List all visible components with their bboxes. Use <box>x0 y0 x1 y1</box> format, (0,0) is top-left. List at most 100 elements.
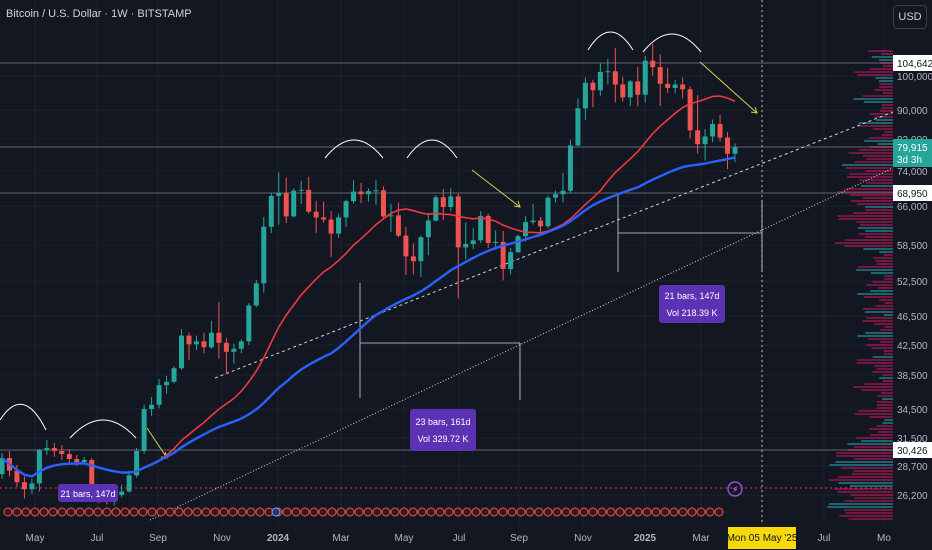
grid-lines <box>0 0 893 525</box>
candle-body <box>268 195 274 227</box>
volume-profile-bar <box>872 281 893 283</box>
volume-profile-bar <box>835 452 893 454</box>
event-marker <box>39 507 49 517</box>
resistance-label-box <box>893 185 932 201</box>
candle-body <box>710 124 716 137</box>
volume-profile-bar <box>853 470 893 472</box>
event-marker <box>696 507 706 517</box>
volume-profile-bar <box>876 119 893 121</box>
measure-box-2 <box>659 285 725 323</box>
volume-profile-bar <box>866 158 893 160</box>
event-marker <box>435 507 445 517</box>
volume-profile-bar <box>882 422 893 424</box>
candle-body <box>36 450 42 484</box>
flash-icon: ⚡ <box>731 485 738 496</box>
event-marker <box>570 507 580 517</box>
volume-profile-bar <box>861 389 893 391</box>
candle-body <box>388 215 394 217</box>
volume-profile-bar <box>860 185 893 187</box>
volume-profile-bar <box>859 179 893 181</box>
event-marker <box>48 507 58 517</box>
y-tick-label: 26,200 <box>897 491 928 502</box>
candle-body <box>74 459 80 462</box>
high-line-label: 104,642 <box>897 59 932 70</box>
candle-body <box>403 235 409 257</box>
volume-profile-bar <box>873 323 893 325</box>
volume-profile-bar <box>839 515 893 517</box>
event-marker <box>462 507 472 517</box>
event-marker <box>633 507 643 517</box>
volume-profile-bar <box>884 302 893 304</box>
volume-profile-bar <box>844 188 893 190</box>
candle-body <box>410 256 416 262</box>
event-marker <box>660 507 670 517</box>
volume-profile-bar <box>856 221 893 223</box>
y-tick-label: 38,500 <box>897 371 928 382</box>
arrow-head <box>750 106 758 114</box>
candle-body <box>395 215 401 236</box>
event-marker <box>579 507 589 517</box>
candle-body <box>605 71 611 73</box>
low-line-label-box <box>893 442 932 458</box>
price-axis[interactable]: 100,00090,00082,00074,00066,00058,50052,… <box>893 55 932 502</box>
volume-profile-bar <box>871 347 893 349</box>
volume-profile-bar <box>858 122 893 124</box>
blue-moving-average <box>1 156 736 478</box>
volume-profile-bar <box>870 290 893 292</box>
volume-profile-bar <box>865 206 893 208</box>
volume-profile-bar <box>870 434 893 436</box>
volume-profile-bar <box>866 344 893 346</box>
x-tick-label: Sep <box>149 533 167 544</box>
event-marker <box>93 507 103 517</box>
candle-body <box>141 409 147 451</box>
event-marker <box>120 507 130 517</box>
candle-body <box>89 460 95 497</box>
candle-body <box>164 381 170 386</box>
candle-body <box>635 81 641 95</box>
volume-profile-bar <box>853 98 893 100</box>
volume-profile-bar <box>827 506 893 508</box>
arrow-head <box>513 200 521 208</box>
event-marker <box>3 507 13 517</box>
event-marker <box>165 507 175 517</box>
event-marker <box>705 507 715 517</box>
event-marker <box>651 507 661 517</box>
top-arc <box>69 419 137 439</box>
candle-body <box>193 341 199 345</box>
volume-profile-bar <box>880 53 893 55</box>
volume-profile-bar <box>853 458 893 460</box>
volume-profile-bar <box>866 284 893 286</box>
y-tick-label: 34,500 <box>897 405 928 416</box>
candle-body <box>575 108 581 146</box>
event-marker <box>210 507 220 517</box>
candle-body <box>134 451 140 476</box>
volume-profile-bar <box>869 68 893 70</box>
volume-profile-bar <box>864 236 893 238</box>
candle-body <box>493 241 499 243</box>
volume-profile-bar <box>876 368 893 370</box>
y-tick-label: 100,000 <box>897 72 932 83</box>
volume-profile-bar <box>867 338 893 340</box>
volume-profile-bar <box>834 488 893 490</box>
event-marker <box>84 507 94 517</box>
volume-profile-bar <box>863 296 893 298</box>
volume-profile-bar <box>837 491 893 493</box>
event-marker <box>57 507 67 517</box>
event-marker <box>525 507 535 517</box>
event-marker <box>444 507 454 517</box>
currency-button[interactable]: USD <box>893 5 927 29</box>
volume-profile-bar <box>862 95 893 97</box>
candle-body <box>440 197 446 208</box>
volume-profile-bar <box>851 200 893 202</box>
candle-body <box>343 201 349 218</box>
candle-body <box>702 136 708 145</box>
event-marker <box>192 507 202 517</box>
volume-profile-bar <box>856 362 893 364</box>
candle-body <box>201 341 207 348</box>
time-axis[interactable]: May Jul Sep Nov 2024 Mar May Jul Sep Nov 2025 Mar Ju… <box>26 527 892 549</box>
volume-profile-bar <box>842 164 893 166</box>
volume-profile-bar <box>854 71 893 73</box>
top-arc <box>324 139 384 159</box>
volume-profile-bar <box>835 242 893 244</box>
